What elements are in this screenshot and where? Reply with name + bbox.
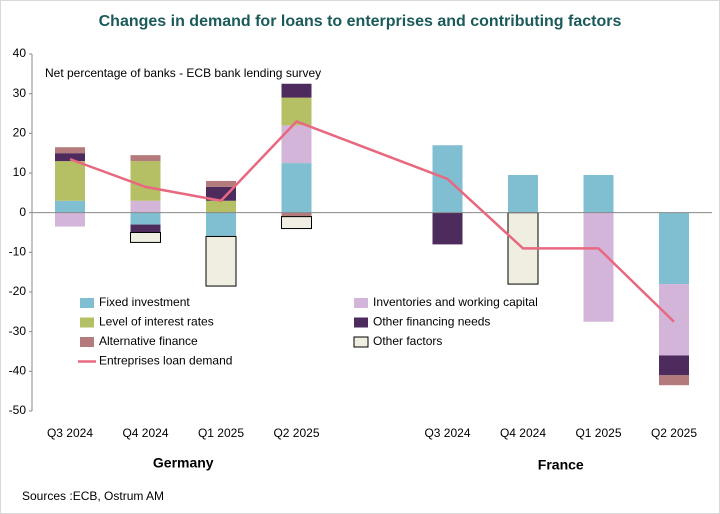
legend-swatch [353,336,369,348]
bar-segment [205,235,237,287]
bar-segment [659,355,689,376]
x-tick-label: Q2 2025 [651,426,697,440]
bar-segment [583,212,614,322]
legend-label: Level of interest rates [99,315,214,329]
legend-label: Alternative finance [99,334,198,348]
bar-segment [281,216,312,230]
x-tick-label: Q4 2024 [122,426,168,440]
x-tick-label: Q3 2024 [424,426,470,440]
bar-segment [130,224,161,233]
y-tick-label: 20 [13,126,27,140]
bar-segment [55,153,85,162]
y-tick-label: -10 [9,245,27,259]
x-tick-label: Q3 2024 [47,426,93,440]
legend-swatch [354,317,368,328]
bar-segment [281,212,312,217]
legend-label: Other factors [373,334,442,348]
source: Sources :ECB, Ostrum AM [22,489,164,503]
legend-label: Fixed investment [99,295,190,309]
bar-segment [659,284,689,356]
legend-label: Inventories and working capital [373,295,538,309]
legend-swatch [354,298,368,308]
legend-label: Other financing needs [373,315,490,329]
bar-segment [130,232,161,243]
bar-segment [55,200,85,213]
x-tick-label: Q1 2025 [575,426,621,440]
legend-label: Entreprises loan demand [99,354,232,368]
y-tick-label: 40 [13,46,27,60]
y-tick-label: -50 [9,403,27,417]
bar-segment [583,174,614,213]
bar-segment [281,83,312,98]
annotation: Net percentage of banks - ECB bank lendi… [45,66,321,80]
bar-segment [130,212,161,225]
bar-segment [55,212,85,227]
y-tick-label: 30 [13,86,27,100]
y-tick-label: -30 [9,324,27,338]
bar-segment [432,212,463,245]
bar-segment [659,375,689,386]
bar-segment [206,200,236,213]
bar-segment [55,147,85,154]
bar-segment [206,212,236,237]
y-tick-label: -40 [9,364,27,378]
bar-segment [206,180,236,187]
legend-swatch [80,298,94,308]
bar-segment [130,161,161,201]
x-tick-label: Q2 2025 [273,426,319,440]
y-tick-label: -20 [9,284,27,298]
chart-title: Changes in demand for loans to enterpris… [99,13,622,30]
bar-segment [281,163,312,213]
bar-segment [508,174,538,213]
legend-swatch [80,317,94,328]
group-label: Germany [153,455,214,471]
x-tick-label: Q1 2025 [198,426,244,440]
bar-segment [130,155,161,162]
y-tick-label: 10 [13,165,27,179]
legend-swatch [80,337,94,347]
bar-segment [55,161,85,201]
x-tick-label: Q4 2024 [500,426,546,440]
y-tick-label: 0 [19,205,26,219]
bar-segment [659,212,689,285]
demand-line [69,119,675,323]
bar-segment [130,200,161,213]
bar-segment [206,186,236,201]
group-label: France [538,457,584,473]
